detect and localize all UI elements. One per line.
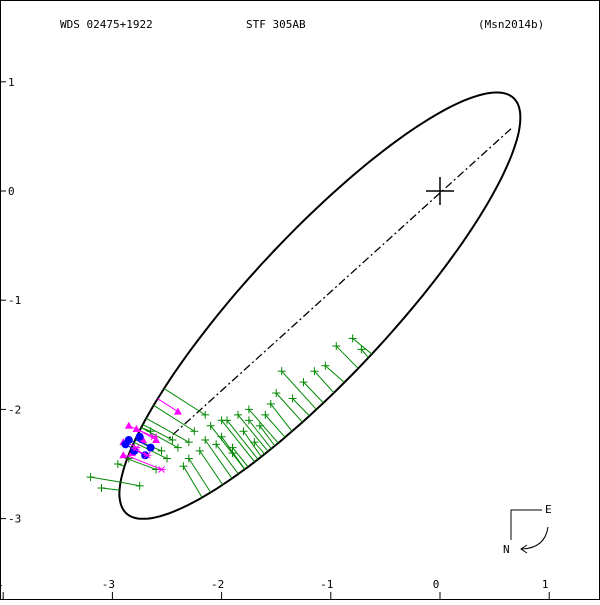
y-tick-label: -3 <box>8 513 21 526</box>
x-tick-label: -1 <box>320 578 333 591</box>
circle-marker <box>125 436 133 444</box>
y-tick-label: 1 <box>8 76 15 89</box>
x-tick-label: -3 <box>102 578 115 591</box>
x-tick-label: 0 <box>433 578 440 591</box>
wds-id-label: WDS 02475+1922 <box>60 18 153 31</box>
compass-north-label: N <box>503 543 510 556</box>
compass-east-label: E <box>545 503 552 516</box>
circle-marker <box>136 433 144 441</box>
circle-marker <box>147 444 155 452</box>
x-tick-label: -2 <box>211 578 224 591</box>
x-tick-label: 4 <box>0 578 3 591</box>
y-tick-label: -1 <box>8 294 21 307</box>
y-tick-label: -2 <box>8 403 21 416</box>
y-tick-label: 0 <box>8 185 15 198</box>
discoverer-label: STF 305AB <box>246 18 306 31</box>
orbit-reference-label: (Msn2014b) <box>478 18 544 31</box>
x-tick-label: 1 <box>542 578 549 591</box>
